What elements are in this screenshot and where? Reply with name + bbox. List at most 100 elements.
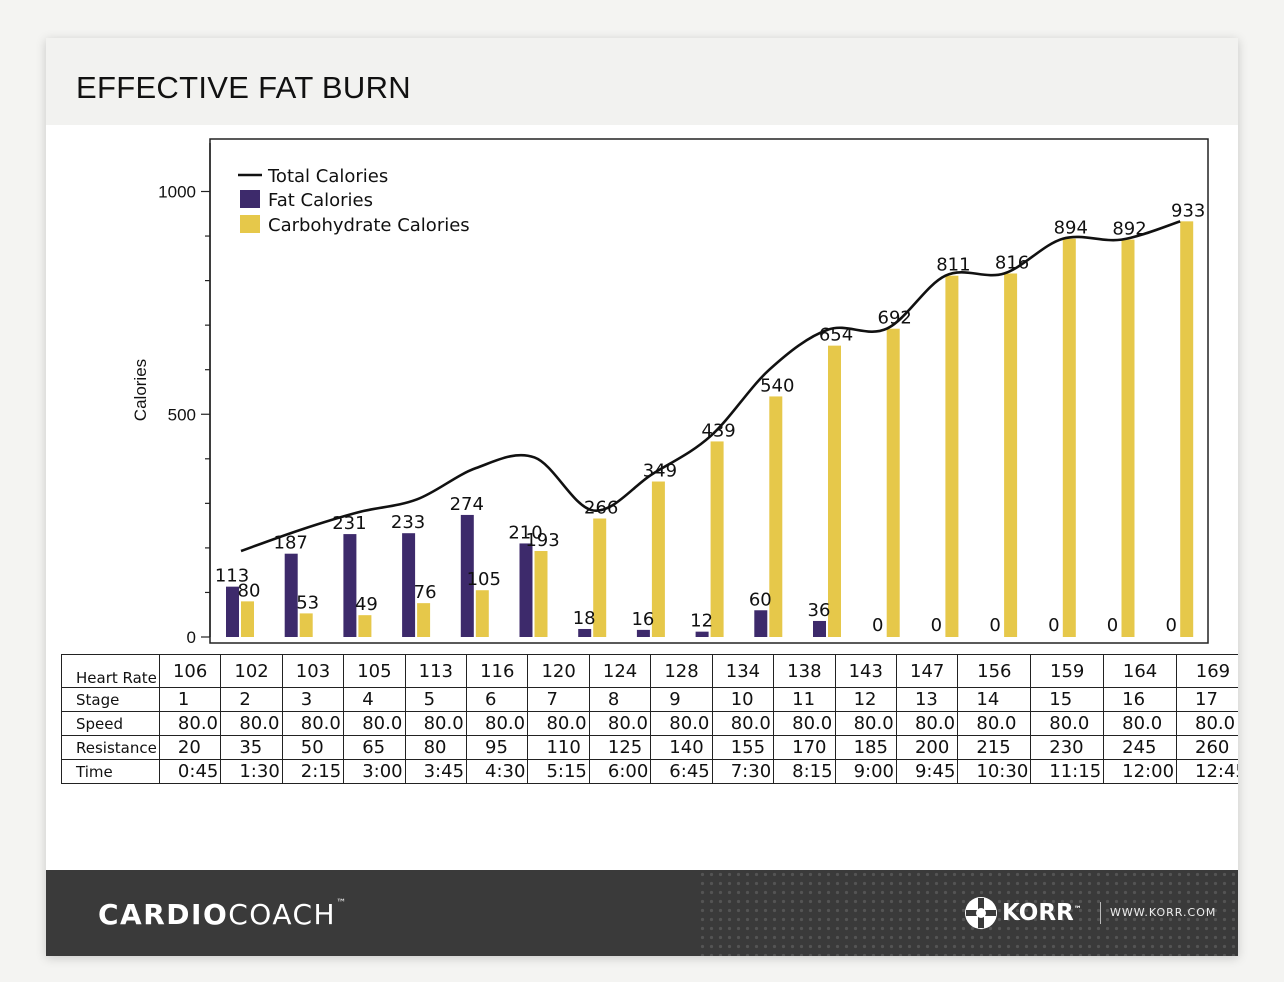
carb-bar xyxy=(769,396,783,637)
slide-header: EFFECTIVE FAT BURN xyxy=(46,38,1238,125)
carb-bar xyxy=(651,481,665,637)
fat-value-label: 36 xyxy=(808,600,831,621)
carb-value-label: 894 xyxy=(1054,218,1088,239)
legend-carb-label: Carbohydrate Calories xyxy=(268,215,470,236)
korr-name: KORR™ xyxy=(1002,900,1082,926)
fat-value-label: 233 xyxy=(391,512,425,533)
table-cell: 110 xyxy=(527,735,590,760)
fat-bar xyxy=(636,629,650,637)
table-cell: 20 xyxy=(158,735,222,760)
table-cell: 6:00 xyxy=(588,759,652,784)
brand-tm: ™ xyxy=(336,898,348,909)
table-cell: 11 xyxy=(773,687,836,712)
table-cell: 95 xyxy=(466,735,529,760)
carb-bar xyxy=(1062,238,1076,637)
y-axis: 0 500 1000 Calories xyxy=(131,143,211,647)
carb-value-label: 692 xyxy=(878,308,912,329)
table-cell: 14 xyxy=(957,687,1032,712)
stage-table: Heart Rate 106 102 103 105 113 116 120 124 128 134… xyxy=(61,654,1238,784)
brand-light: COACH xyxy=(228,898,337,931)
table-cell: 185 xyxy=(834,735,897,760)
carb-value-label: 892 xyxy=(1112,219,1146,240)
fat-bar xyxy=(813,620,826,637)
carb-bar xyxy=(710,441,724,637)
fat-value-label: 0 xyxy=(931,615,942,636)
table-cell: 215 xyxy=(957,735,1032,760)
fat-value-label: 187 xyxy=(274,533,308,554)
carb-bar xyxy=(828,345,841,637)
table-cell: 7 xyxy=(527,687,590,712)
table-cell: 116 xyxy=(466,654,529,688)
carb-value-label: 540 xyxy=(760,375,794,396)
table-cell: 80.0 xyxy=(834,711,897,736)
table-cell: 125 xyxy=(588,735,652,760)
table-cell: 13 xyxy=(895,687,959,712)
fat-value-label: 18 xyxy=(573,608,596,629)
table-cell: 80.0 xyxy=(343,711,406,736)
table-cell: 6 xyxy=(466,687,529,712)
korr-tm: ™ xyxy=(1073,904,1082,914)
table-cell: 164 xyxy=(1103,654,1178,688)
carb-bar xyxy=(299,613,313,637)
fat-value-label: 0 xyxy=(1048,615,1059,636)
fat-value-label: 12 xyxy=(690,611,713,632)
korr-url: WWW.KORR.COM xyxy=(1110,906,1217,919)
fat-bar xyxy=(226,586,239,637)
table-cell: 11:15 xyxy=(1030,759,1105,784)
table-cell: 2:15 xyxy=(281,759,345,784)
table-cell: 8 xyxy=(588,687,652,712)
carb-value-label: 266 xyxy=(584,497,618,518)
legend-carb-swatch xyxy=(240,215,260,233)
table-cell: 1:30 xyxy=(220,759,283,784)
table-cell: 80.0 xyxy=(220,711,283,736)
table-row: Stage 1 2 3 4 5 6 7 8 9 10 11 12 13 14 15 16 17 xyxy=(61,687,1238,712)
carb-bar xyxy=(886,328,900,637)
carb-bar xyxy=(241,601,254,637)
fat-bar xyxy=(402,533,416,637)
table-cell: 12:45 xyxy=(1176,759,1238,784)
row-label: Stage xyxy=(61,687,160,712)
table-row: Time 0:45 1:30 2:15 3:00 3:45 4:30 5:15 6:00 6:45… xyxy=(61,759,1238,784)
carb-value-label: 105 xyxy=(467,569,501,590)
carb-value-label: 933 xyxy=(1171,200,1205,221)
table-cell: 159 xyxy=(1030,654,1105,688)
y-axis-label: Calories xyxy=(131,359,150,421)
table-cell: 156 xyxy=(957,654,1032,688)
row-label: Resistance xyxy=(61,735,160,760)
table-cell: 80.0 xyxy=(773,711,836,736)
table-cell: 120 xyxy=(527,654,590,688)
table-cell: 12 xyxy=(834,687,897,712)
slide-title: EFFECTIVE FAT BURN xyxy=(76,70,411,105)
table-cell: 169 xyxy=(1176,654,1238,688)
carb-value-label: 654 xyxy=(819,325,853,346)
table-cell: 80 xyxy=(404,735,468,760)
table-cell: 105 xyxy=(343,654,406,688)
fat-bar xyxy=(284,553,298,637)
row-label: Time xyxy=(61,759,160,784)
fat-bar xyxy=(519,543,533,637)
carb-bar xyxy=(945,275,959,637)
table-cell: 80.0 xyxy=(1030,711,1105,736)
table-cell: 65 xyxy=(343,735,406,760)
y-tick-label: 500 xyxy=(168,405,196,424)
row-label: Speed xyxy=(61,711,160,736)
brand-bold: CARDIO xyxy=(98,898,229,931)
carb-bar xyxy=(417,603,431,637)
legend-total-label: Total Calories xyxy=(267,166,388,187)
table-cell: 103 xyxy=(281,654,345,688)
total-line-group xyxy=(240,220,1181,553)
fat-bar xyxy=(460,514,474,637)
table-cell: 10 xyxy=(711,687,775,712)
fat-bar xyxy=(578,628,592,637)
carb-value-label: 76 xyxy=(414,582,437,603)
table-cell: 3:00 xyxy=(343,759,406,784)
legend-fat-swatch xyxy=(240,190,260,208)
table-cell: 80.0 xyxy=(1103,711,1178,736)
table-cell: 124 xyxy=(588,654,652,688)
carb-value-label: 193 xyxy=(525,530,559,551)
fat-value-label: 210 xyxy=(508,522,542,543)
fat-bar xyxy=(343,534,357,637)
table-row: Heart Rate 106 102 103 105 113 116 120 124 128 134… xyxy=(61,654,1238,688)
